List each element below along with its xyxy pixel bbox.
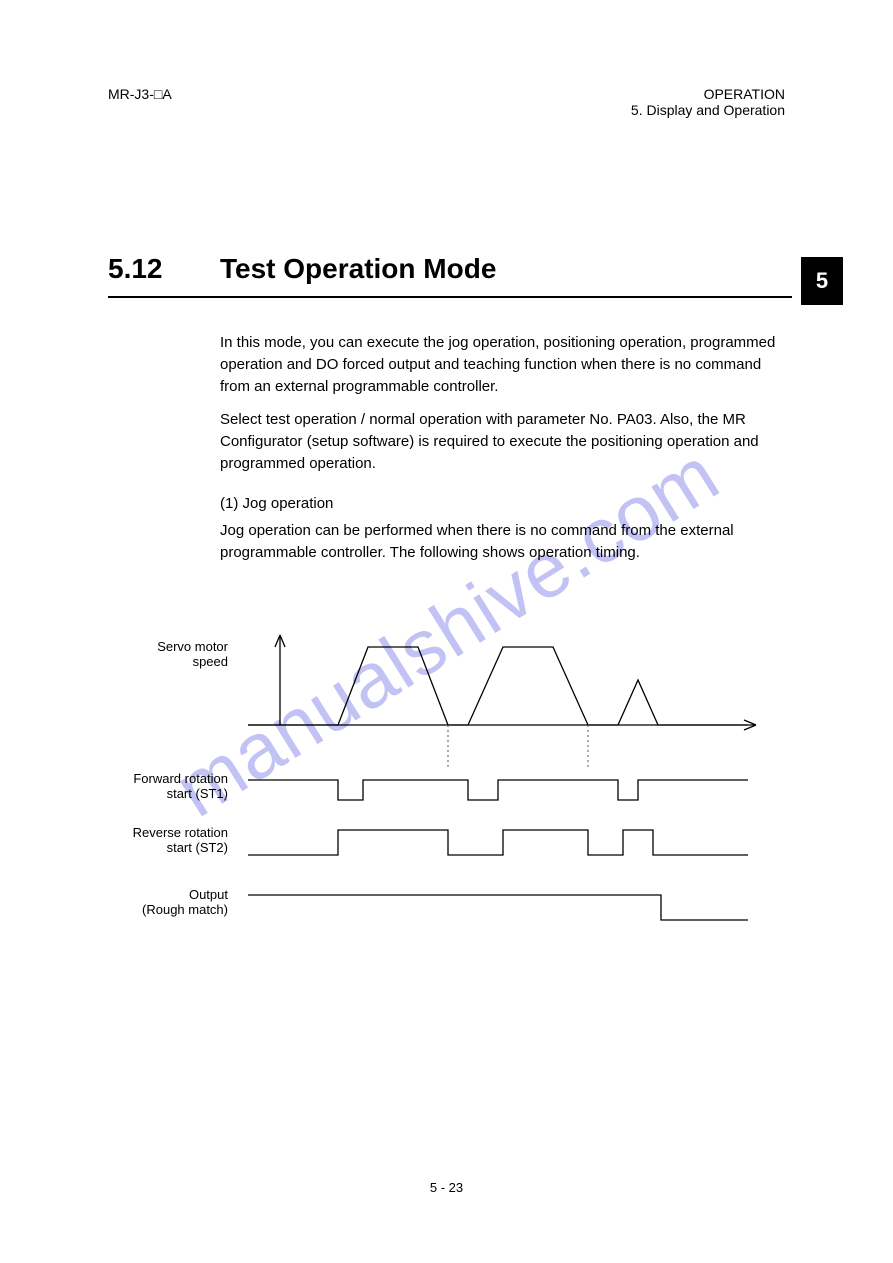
st1-trace bbox=[248, 780, 748, 800]
paragraph-1: In this mode, you can execute the jog op… bbox=[220, 332, 792, 397]
timing-diagram: Servo motorspeed Forward rotationstart (… bbox=[108, 575, 792, 970]
paragraph-3: Jog operation can be performed when ther… bbox=[220, 520, 792, 564]
section-number: 5.12 bbox=[108, 253, 163, 285]
paragraph-2: Select test operation / normal operation… bbox=[220, 409, 792, 474]
body-text: In this mode, you can execute the jog op… bbox=[220, 332, 792, 576]
page-number: 5 - 23 bbox=[0, 1180, 893, 1195]
header-model: MR-J3-□A bbox=[108, 86, 172, 102]
chapter-tab: 5 bbox=[801, 257, 843, 305]
header-right-line2: 5. Display and Operation bbox=[631, 102, 785, 118]
speed-trace bbox=[248, 647, 748, 725]
st2-trace bbox=[248, 830, 748, 855]
subsection-title: (1) Jog operation bbox=[220, 493, 792, 515]
header-chapter: OPERATION 5. Display and Operation bbox=[631, 86, 785, 118]
header-right-line1: OPERATION bbox=[631, 86, 785, 102]
label-st2: Reverse rotationstart (ST2) bbox=[108, 825, 228, 855]
section-rule bbox=[108, 296, 792, 298]
label-speed: Servo motorspeed bbox=[108, 639, 228, 669]
section-title: Test Operation Mode bbox=[220, 253, 496, 285]
output-trace bbox=[248, 895, 748, 920]
label-output: Output(Rough match) bbox=[108, 887, 228, 917]
label-st1: Forward rotationstart (ST1) bbox=[108, 771, 228, 801]
